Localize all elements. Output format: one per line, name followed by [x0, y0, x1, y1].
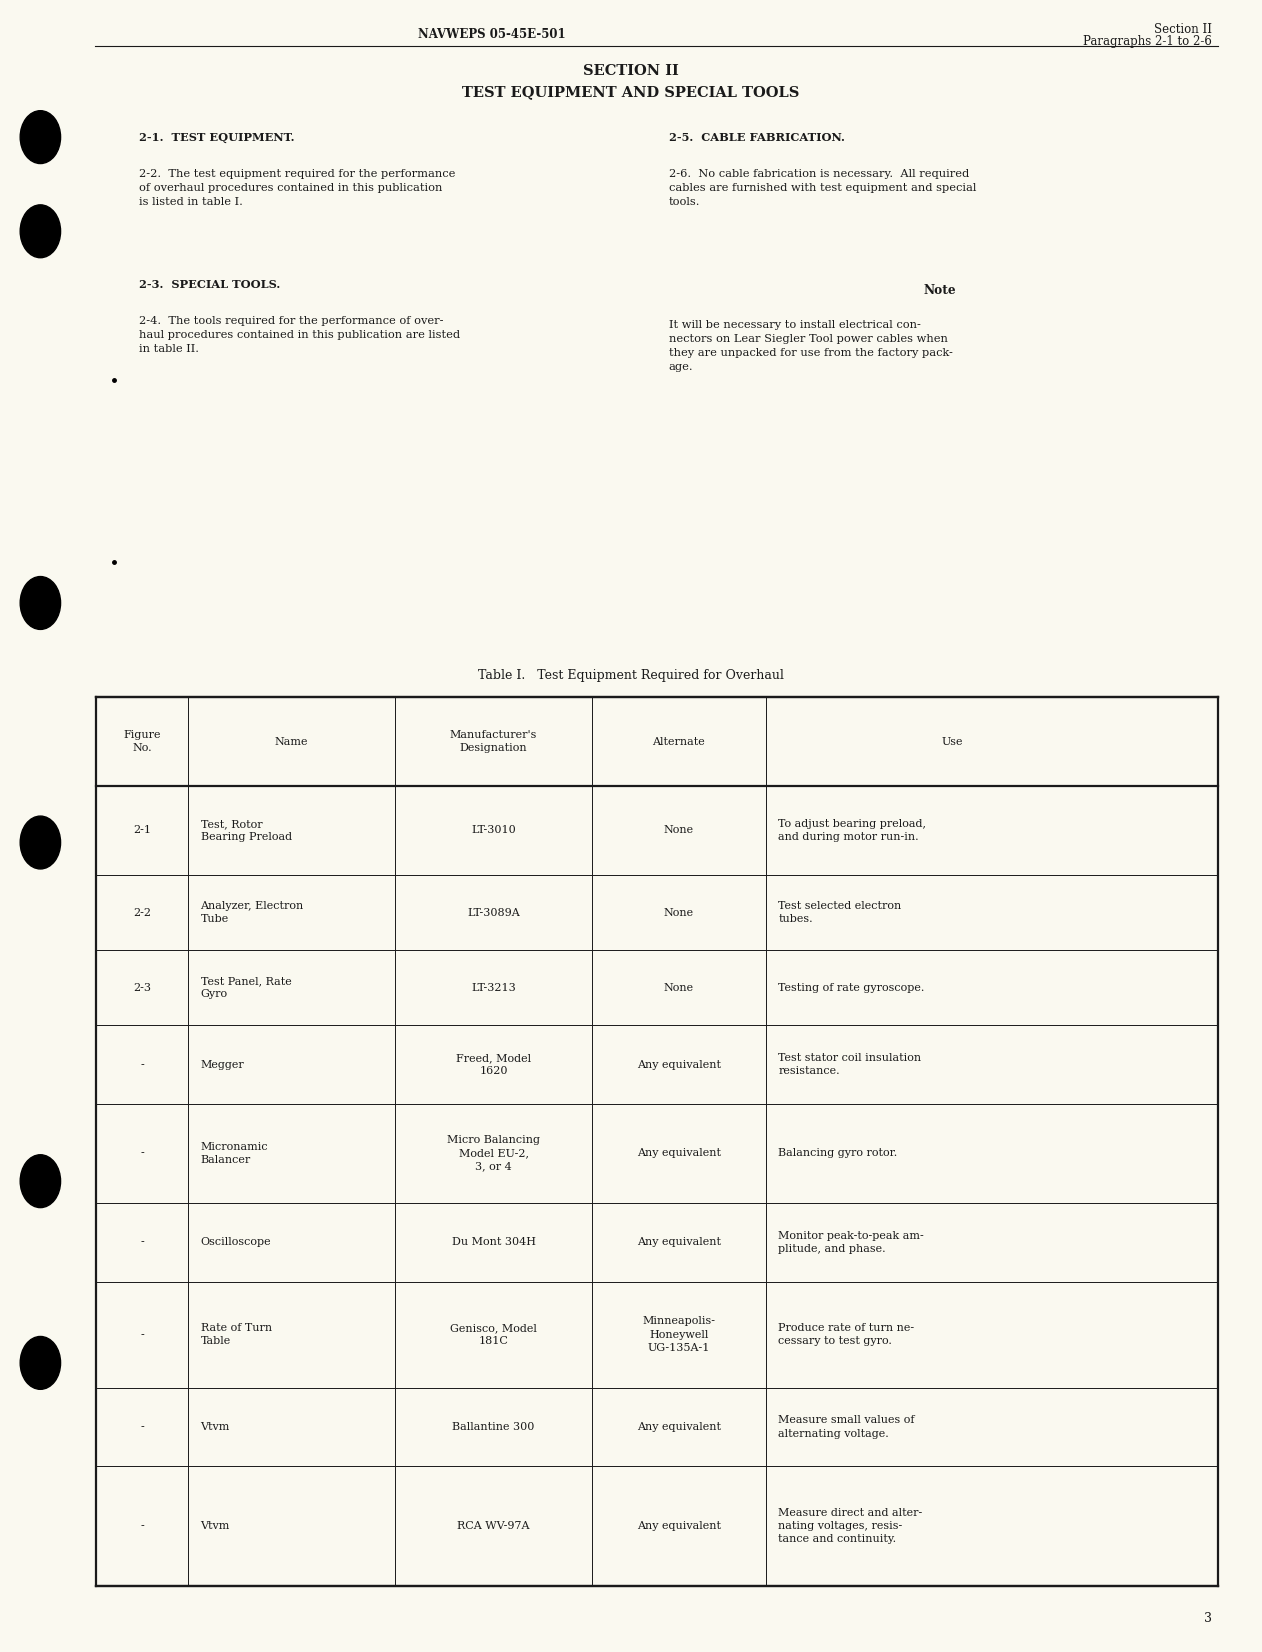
Text: Balancing gyro rotor.: Balancing gyro rotor.: [779, 1148, 897, 1158]
Text: 2-2.  The test equipment required for the performance
of overhaul procedures con: 2-2. The test equipment required for the…: [139, 169, 456, 206]
Text: Manufacturer's
Designation: Manufacturer's Designation: [451, 730, 538, 753]
Text: 2-5.  CABLE FABRICATION.: 2-5. CABLE FABRICATION.: [669, 132, 844, 144]
Text: LT-3089A: LT-3089A: [467, 907, 520, 917]
Text: Note: Note: [924, 284, 957, 297]
Text: Any equivalent: Any equivalent: [637, 1148, 721, 1158]
Text: Testing of rate gyroscope.: Testing of rate gyroscope.: [779, 983, 925, 993]
Text: Test selected electron
tubes.: Test selected electron tubes.: [779, 900, 901, 923]
Text: Ballantine 300: Ballantine 300: [453, 1422, 535, 1432]
Text: 2-1: 2-1: [133, 826, 151, 836]
Text: Test stator coil insulation
resistance.: Test stator coil insulation resistance.: [779, 1052, 921, 1075]
Text: Section II: Section II: [1153, 23, 1212, 36]
Text: Vtvm: Vtvm: [201, 1521, 230, 1531]
Text: Oscilloscope: Oscilloscope: [201, 1237, 271, 1247]
Text: NAVWEPS 05-45E-501: NAVWEPS 05-45E-501: [419, 28, 565, 41]
Text: LT-3213: LT-3213: [471, 983, 516, 993]
Text: -: -: [140, 1059, 144, 1069]
Text: None: None: [664, 983, 694, 993]
Text: It will be necessary to install electrical con-
nectors on Lear Siegler Tool pow: It will be necessary to install electric…: [669, 320, 953, 372]
Text: Any equivalent: Any equivalent: [637, 1237, 721, 1247]
Circle shape: [20, 1155, 61, 1208]
Text: Name: Name: [275, 737, 308, 747]
Text: None: None: [664, 907, 694, 917]
Text: 2-3: 2-3: [133, 983, 151, 993]
Text: -: -: [140, 1237, 144, 1247]
Text: Vtvm: Vtvm: [201, 1422, 230, 1432]
Text: 3: 3: [1204, 1612, 1212, 1626]
Text: Freed, Model
1620: Freed, Model 1620: [456, 1052, 531, 1075]
Circle shape: [20, 816, 61, 869]
Text: Figure
No.: Figure No.: [124, 730, 160, 753]
Text: Micronamic
Balancer: Micronamic Balancer: [201, 1142, 268, 1165]
Text: Rate of Turn
Table: Rate of Turn Table: [201, 1323, 271, 1346]
Circle shape: [20, 1336, 61, 1389]
Text: Minneapolis-
Honeywell
UG-135A-1: Minneapolis- Honeywell UG-135A-1: [642, 1317, 716, 1353]
Text: Paragraphs 2-1 to 2-6: Paragraphs 2-1 to 2-6: [1083, 35, 1212, 48]
Text: Measure small values of
alternating voltage.: Measure small values of alternating volt…: [779, 1416, 915, 1439]
Text: Test Panel, Rate
Gyro: Test Panel, Rate Gyro: [201, 976, 292, 999]
Text: Table I.   Test Equipment Required for Overhaul: Table I. Test Equipment Required for Ove…: [478, 669, 784, 682]
Text: Monitor peak-to-peak am-
plitude, and phase.: Monitor peak-to-peak am- plitude, and ph…: [779, 1231, 924, 1254]
Text: SECTION II: SECTION II: [583, 64, 679, 78]
Text: -: -: [140, 1521, 144, 1531]
Text: Du Mont 304H: Du Mont 304H: [452, 1237, 535, 1247]
Text: 2-6.  No cable fabrication is necessary.  All required
cables are furnished with: 2-6. No cable fabrication is necessary. …: [669, 169, 977, 206]
Text: -: -: [140, 1330, 144, 1340]
Circle shape: [20, 577, 61, 629]
Text: 2-1.  TEST EQUIPMENT.: 2-1. TEST EQUIPMENT.: [139, 132, 294, 144]
Text: Any equivalent: Any equivalent: [637, 1521, 721, 1531]
Text: Analyzer, Electron
Tube: Analyzer, Electron Tube: [201, 900, 304, 923]
Text: Megger: Megger: [201, 1059, 245, 1069]
Circle shape: [20, 205, 61, 258]
Text: 2-3.  SPECIAL TOOLS.: 2-3. SPECIAL TOOLS.: [139, 279, 280, 291]
Text: LT-3010: LT-3010: [471, 826, 516, 836]
Text: Test, Rotor
Bearing Preload: Test, Rotor Bearing Preload: [201, 819, 292, 843]
Text: Genisco, Model
181C: Genisco, Model 181C: [451, 1323, 538, 1346]
Text: TEST EQUIPMENT AND SPECIAL TOOLS: TEST EQUIPMENT AND SPECIAL TOOLS: [462, 86, 800, 99]
Text: Any equivalent: Any equivalent: [637, 1422, 721, 1432]
Circle shape: [20, 111, 61, 164]
Text: None: None: [664, 826, 694, 836]
Text: Produce rate of turn ne-
cessary to test gyro.: Produce rate of turn ne- cessary to test…: [779, 1323, 915, 1346]
Text: Any equivalent: Any equivalent: [637, 1059, 721, 1069]
Text: To adjust bearing preload,
and during motor run-in.: To adjust bearing preload, and during mo…: [779, 819, 926, 843]
Text: Alternate: Alternate: [652, 737, 705, 747]
Text: 2-4.  The tools required for the performance of over-
haul procedures contained : 2-4. The tools required for the performa…: [139, 316, 459, 354]
Text: -: -: [140, 1148, 144, 1158]
Text: -: -: [140, 1422, 144, 1432]
Text: RCA WV-97A: RCA WV-97A: [457, 1521, 530, 1531]
Text: 2-2: 2-2: [133, 907, 151, 917]
Text: Use: Use: [941, 737, 963, 747]
Text: Measure direct and alter-
nating voltages, resis-
tance and continuity.: Measure direct and alter- nating voltage…: [779, 1508, 923, 1545]
Text: Micro Balancing
Model EU-2,
3, or 4: Micro Balancing Model EU-2, 3, or 4: [447, 1135, 540, 1171]
